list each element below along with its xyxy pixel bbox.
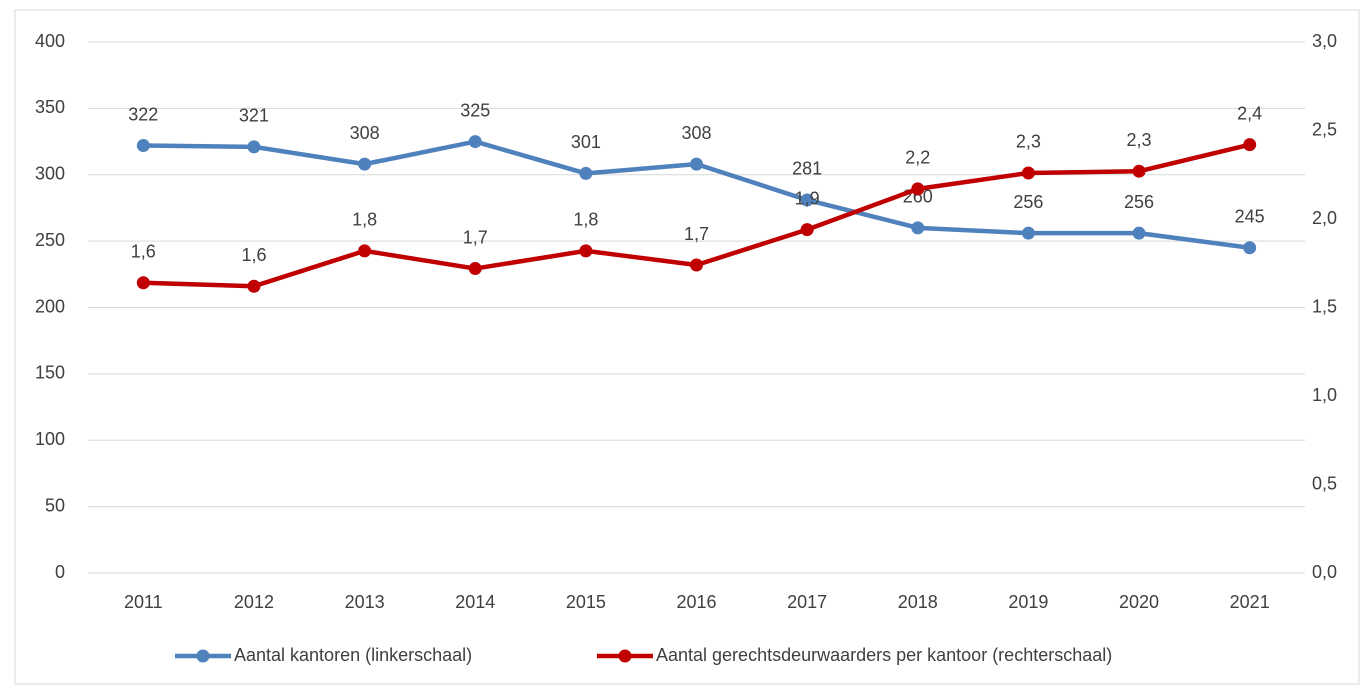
- legend-marker: [618, 649, 632, 663]
- data-label: 325: [460, 100, 490, 120]
- point-marker: [1132, 164, 1146, 178]
- data-label: 308: [350, 123, 380, 143]
- y-tick-label: 250: [35, 230, 65, 250]
- point-marker: [468, 135, 482, 149]
- point-marker: [800, 223, 814, 237]
- x-tick-label: 2016: [676, 592, 716, 612]
- y-tick-label: 300: [35, 164, 65, 184]
- point-marker: [1021, 166, 1035, 180]
- point-marker: [1132, 226, 1146, 240]
- x-tick-label: 2014: [455, 592, 495, 612]
- x-tick-label: 2011: [124, 592, 163, 612]
- y-tick-label: 0: [55, 562, 65, 582]
- y-tick-label: 100: [35, 429, 65, 449]
- y-tick-label: 400: [35, 31, 65, 51]
- x-tick-label: 2013: [345, 592, 385, 612]
- y-tick-label: 50: [45, 495, 65, 515]
- data-label: 1,6: [241, 245, 266, 265]
- data-label: 2,2: [905, 148, 930, 168]
- y2-tick-label: 1,0: [1312, 385, 1337, 405]
- data-label: 256: [1124, 192, 1154, 212]
- point-marker: [911, 182, 925, 196]
- point-marker: [136, 139, 150, 153]
- point-marker: [247, 140, 261, 154]
- x-tick-label: 2017: [787, 592, 827, 612]
- x-tick-label: 2015: [566, 592, 606, 612]
- data-label: 322: [128, 104, 158, 124]
- x-tick-label: 2012: [234, 592, 274, 612]
- x-tick-label: 2019: [1008, 592, 1048, 612]
- chart-frame: [14, 9, 1360, 685]
- legend-label: Aantal gerechtsdeurwaarders per kantoor …: [656, 645, 1112, 665]
- y-tick-label: 350: [35, 97, 65, 117]
- point-marker: [579, 244, 593, 258]
- data-label: 1,7: [684, 224, 709, 244]
- point-marker: [800, 193, 814, 207]
- x-tick-label: 2020: [1119, 592, 1159, 612]
- point-marker: [1243, 241, 1257, 255]
- point-marker: [1243, 138, 1257, 152]
- legend-marker: [196, 649, 210, 663]
- point-marker: [136, 276, 150, 290]
- data-label: 1,8: [573, 210, 598, 230]
- data-label: 256: [1013, 192, 1043, 212]
- data-label: 1,6: [131, 241, 156, 261]
- data-label: 2,3: [1016, 132, 1041, 152]
- data-label: 1,7: [463, 227, 488, 247]
- legend-label: Aantal kantoren (linkerschaal): [234, 645, 472, 665]
- point-marker: [690, 157, 703, 171]
- y2-tick-label: 2,5: [1312, 119, 1337, 139]
- data-label: 308: [681, 123, 711, 143]
- y2-tick-label: 0,0: [1312, 562, 1337, 582]
- x-tick-label: 2018: [898, 592, 938, 612]
- y-tick-label: 200: [35, 296, 65, 316]
- point-marker: [358, 157, 372, 171]
- data-label: 321: [239, 106, 269, 126]
- y2-tick-label: 1,5: [1312, 296, 1337, 316]
- x-tick-label: 2021: [1230, 592, 1270, 612]
- point-marker: [690, 258, 703, 272]
- data-label: 1,8: [352, 210, 377, 230]
- point-marker: [911, 221, 925, 235]
- y-tick-label: 150: [35, 363, 65, 383]
- point-marker: [468, 262, 482, 276]
- point-marker: [247, 279, 261, 293]
- point-marker: [1021, 226, 1035, 240]
- data-label: 301: [571, 132, 601, 152]
- data-label: 245: [1235, 207, 1265, 227]
- data-label: 1,9: [795, 188, 820, 208]
- y2-tick-label: 0,5: [1312, 473, 1337, 493]
- data-label: 2,4: [1237, 103, 1262, 123]
- y2-tick-label: 3,0: [1312, 31, 1337, 51]
- point-marker: [579, 166, 593, 180]
- y2-tick-label: 2,0: [1312, 208, 1337, 228]
- data-label: 2,3: [1127, 130, 1152, 150]
- point-marker: [358, 244, 372, 258]
- data-label: 281: [792, 159, 822, 179]
